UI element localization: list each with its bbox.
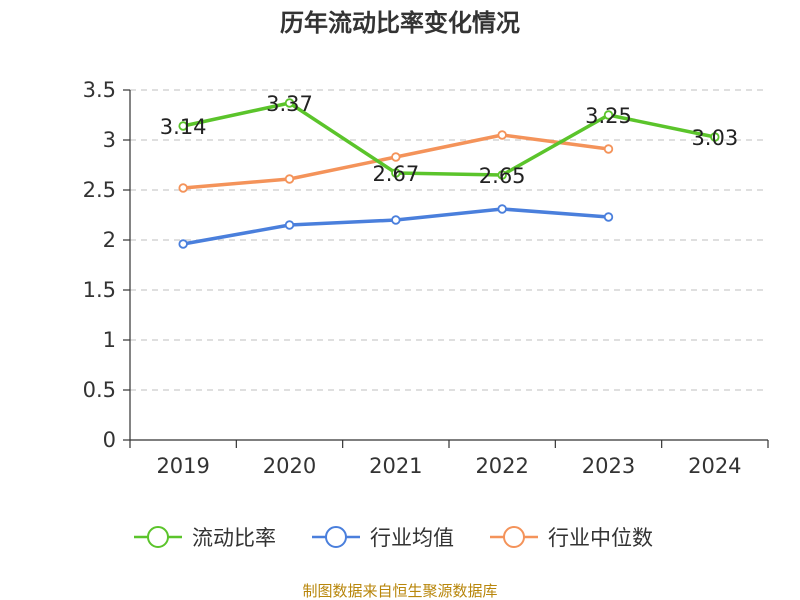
data-point[interactable] [710,132,720,142]
data-point[interactable] [391,168,401,178]
y-tick-label: 2.5 [83,178,116,202]
data-label: 2.65 [479,164,526,188]
x-axis: 2019 2020 2021 2022 2023 2024 [129,439,769,478]
legend-marker [325,526,347,548]
data-label: 2.67 [372,162,419,186]
grid-lines [130,89,768,391]
data-point[interactable] [497,130,507,140]
data-point[interactable] [497,204,507,214]
legend-item[interactable]: 行业中位数 [490,526,653,550]
source-note: 制图数据来自恒生聚源数据库 [302,582,497,600]
y-tick-label: 1.5 [83,278,116,302]
x-tick-label: 2021 [369,454,422,478]
data-point[interactable] [603,144,614,154]
data-point[interactable] [391,215,401,225]
data-point[interactable] [603,110,614,120]
data-point[interactable] [497,170,507,180]
data-point[interactable] [284,174,295,184]
legend-item[interactable]: 流动比率 [134,526,276,550]
y-tick-label: 2 [103,228,116,252]
x-tick-label: 2024 [688,454,741,478]
data-point[interactable] [391,152,401,162]
series-line [181,101,717,177]
data-point[interactable] [178,121,188,131]
chart-title: 历年流动比率变化情况 [280,9,520,37]
x-tick-label: 2022 [475,454,528,478]
y-tick-label: 3 [103,128,116,152]
legend[interactable]: 流动比率 行业均值 行业中位数 [134,526,653,550]
data-label: 3.25 [585,104,632,128]
series-group [178,98,720,249]
y-tick-label: 1 [103,328,116,352]
legend-marker [503,526,525,548]
data-labels: 3.14 3.37 2.67 2.65 3.25 3.03 [160,92,738,188]
x-tick-label: 2019 [156,454,209,478]
legend-item[interactable]: 行业均值 [312,526,454,550]
legend-label: 行业均值 [370,526,454,550]
series-line [181,207,611,246]
legend-label: 行业中位数 [548,526,653,550]
legend-marker [147,526,169,548]
y-tick-label: 0 [103,428,116,452]
legend-label: 流动比率 [192,526,276,550]
x-tick-label: 2023 [582,454,635,478]
y-axis: 0 0.5 1 1.5 2 2.5 3 3.5 [83,78,131,452]
y-tick-label: 0.5 [83,378,116,402]
data-label: 3.03 [691,126,738,150]
y-tick-label: 3.5 [83,78,116,102]
data-point[interactable] [284,98,295,108]
data-label: 3.14 [160,115,207,139]
data-point[interactable] [178,183,188,193]
x-tick-label: 2020 [263,454,316,478]
data-label: 3.37 [266,92,313,116]
data-point[interactable] [178,239,188,249]
data-point[interactable] [284,220,295,230]
data-point[interactable] [603,212,614,222]
